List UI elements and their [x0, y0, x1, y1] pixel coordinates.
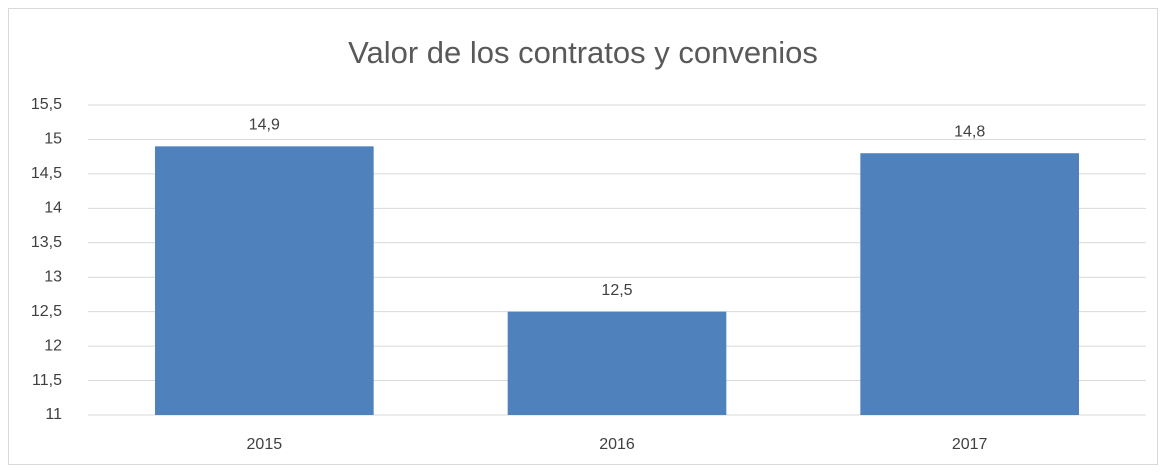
bar — [507, 311, 727, 415]
y-tick-label: 14 — [44, 200, 62, 217]
y-tick-label: 14,5 — [31, 165, 62, 182]
x-tick-label: 2015 — [247, 436, 283, 453]
data-label: 14,8 — [954, 123, 985, 140]
x-tick-label: 2017 — [952, 436, 988, 453]
x-tick-label: 2016 — [599, 436, 635, 453]
y-tick-label: 11,5 — [32, 372, 62, 389]
data-label: 12,5 — [601, 282, 632, 299]
y-tick-label: 12,5 — [31, 303, 62, 320]
bar — [155, 146, 374, 416]
y-tick-label: 12 — [44, 337, 62, 354]
chart-title: Valor de los contratos y convenios — [348, 35, 818, 70]
y-tick-label: 15 — [44, 131, 62, 148]
bar — [860, 153, 1079, 415]
data-label: 14,9 — [249, 117, 280, 134]
y-tick-label: 13 — [44, 268, 62, 285]
y-tick-label: 15,5 — [31, 96, 62, 113]
y-tick-label: 13,5 — [31, 234, 62, 251]
y-tick-label: 11 — [45, 406, 62, 423]
